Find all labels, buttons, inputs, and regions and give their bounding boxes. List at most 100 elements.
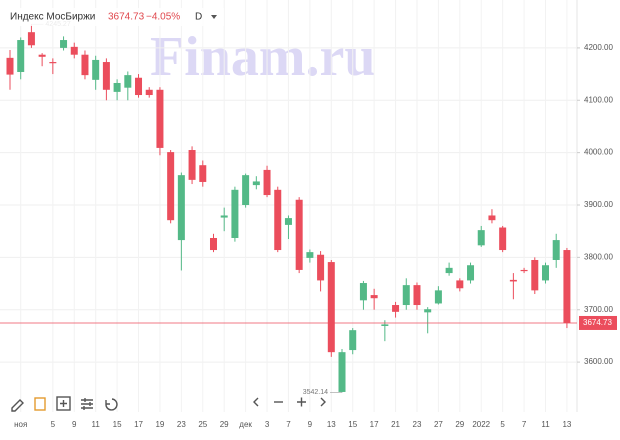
- price-change: −4.05%: [146, 12, 180, 23]
- y-tick-label: 4000.00: [584, 148, 613, 157]
- x-tick-label: 5: [51, 420, 56, 429]
- candle-body: [27, 32, 35, 46]
- candle-body: [145, 89, 153, 96]
- candle-body: [499, 227, 507, 251]
- candle-body: [531, 259, 539, 291]
- candle-body: [509, 279, 517, 282]
- template-tool[interactable]: [34, 397, 46, 411]
- candle-body: [60, 40, 68, 48]
- candle-body: [70, 46, 78, 55]
- x-tick-label: 29: [455, 420, 464, 429]
- candle-body: [209, 237, 217, 251]
- interval[interactable]: D: [195, 12, 202, 23]
- x-tick-label: 5: [500, 420, 505, 429]
- y-tick-label: 3800.00: [584, 252, 613, 261]
- x-tick-label: 9: [72, 420, 77, 429]
- watermark: Finam.ru: [150, 26, 376, 88]
- candle-body: [242, 175, 250, 205]
- candle-body: [177, 175, 185, 241]
- candle-body: [338, 352, 346, 392]
- x-tick-label: 17: [370, 420, 379, 429]
- candle-body: [456, 280, 464, 289]
- y-tick-label: 4200.00: [584, 43, 613, 52]
- candle-body: [284, 218, 292, 225]
- candle-body: [477, 230, 485, 246]
- candle-body: [359, 283, 367, 301]
- x-tick-label: 13: [562, 420, 571, 429]
- candle-body: [92, 59, 100, 80]
- candle-body: [102, 62, 110, 90]
- y-tick-label: 3600.00: [584, 357, 613, 366]
- candle-body: [467, 265, 475, 281]
- x-tick-label: 23: [177, 420, 186, 429]
- candle-body: [402, 285, 410, 306]
- reset-tool[interactable]: [105, 398, 118, 411]
- candle-body: [156, 89, 164, 148]
- candle-body: [349, 330, 357, 351]
- candle-body: [220, 215, 228, 218]
- min-label: 3542.14: [303, 389, 328, 396]
- indicator-plus: [60, 400, 67, 407]
- candle-body: [231, 189, 239, 238]
- y-tick-label: 3900.00: [584, 200, 613, 209]
- candle-body: [413, 285, 421, 306]
- x-tick-label: дек: [239, 420, 252, 429]
- candle-body: [306, 252, 314, 258]
- last-price-box: [579, 315, 617, 330]
- x-tick-label: 25: [198, 420, 207, 429]
- x-tick-label: 13: [327, 420, 336, 429]
- dropdown-arrow[interactable]: [211, 15, 217, 19]
- candle-body: [392, 305, 400, 312]
- x-tick-label: ноя: [14, 420, 27, 429]
- candle-body: [81, 54, 89, 76]
- header-bg: [4, 8, 224, 26]
- candle-body: [263, 169, 271, 196]
- x-tick-label: 7: [286, 420, 291, 429]
- zoom-in[interactable]: [297, 397, 306, 407]
- candle-body: [199, 165, 207, 182]
- candle-body: [167, 152, 175, 221]
- x-tick-label: 15: [348, 420, 357, 429]
- candle-body: [520, 269, 528, 272]
- candle-body: [445, 267, 453, 274]
- candle-body: [38, 54, 46, 57]
- candle-body: [113, 82, 121, 92]
- candle-body: [488, 215, 496, 221]
- candle-body: [6, 57, 14, 75]
- settings-tool[interactable]: [81, 398, 93, 410]
- scroll-left[interactable]: [253, 397, 259, 407]
- x-tick-label: 3: [265, 420, 270, 429]
- x-tick-label: 17: [134, 420, 143, 429]
- y-tick-label: 3700.00: [584, 305, 613, 314]
- x-tick-label: 9: [308, 420, 313, 429]
- x-tick-label: 21: [391, 420, 400, 429]
- candle-body: [49, 62, 57, 64]
- candle-body: [17, 40, 25, 72]
- candle-body: [327, 262, 335, 353]
- candle-body: [563, 250, 571, 323]
- candle-body: [188, 150, 196, 180]
- candle-body: [370, 295, 378, 299]
- candle-body: [295, 199, 303, 270]
- x-tick-label: 23: [413, 420, 422, 429]
- instrument-name: Индекс МосБиржи: [10, 12, 95, 23]
- x-tick-label: 7: [522, 420, 527, 429]
- draw-tool[interactable]: [11, 399, 24, 412]
- candle-body: [424, 309, 432, 313]
- candle-body: [317, 254, 325, 281]
- x-tick-label: 19: [155, 420, 164, 429]
- indicator-tool[interactable]: [56, 396, 71, 411]
- last-price: 3674.73: [108, 12, 145, 23]
- x-tick-label: 29: [220, 420, 229, 429]
- last-price-label: 3674.73: [583, 318, 612, 327]
- candle-body: [434, 290, 442, 304]
- candle-body: [542, 265, 549, 281]
- candle-body: [252, 181, 260, 186]
- toolbar: [11, 396, 326, 412]
- y-tick-label: 4100.00: [584, 95, 613, 104]
- x-tick-label: 2022: [472, 420, 490, 429]
- scroll-right[interactable]: [320, 397, 326, 407]
- x-tick-label: 11: [92, 420, 101, 429]
- candle-body: [124, 75, 132, 88]
